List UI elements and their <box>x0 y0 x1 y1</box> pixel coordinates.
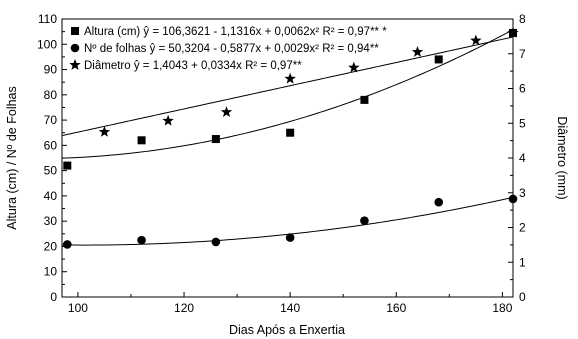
fit-curve-star <box>61 36 514 137</box>
data-point-star <box>348 61 360 73</box>
y-tick-label: 50 <box>44 164 58 178</box>
data-point-square <box>286 128 295 137</box>
y2-axis-title: Diâmetro (mm) <box>555 116 569 199</box>
data-point-star <box>411 46 424 57</box>
y2-tick-label: 7 <box>519 47 526 61</box>
data-point-circle <box>360 216 369 225</box>
y2-tick-label: 1 <box>519 255 526 269</box>
data-point-circle <box>285 233 295 242</box>
data-point-circle <box>434 197 444 207</box>
data-point-circle <box>63 240 72 249</box>
y-tick-label: 20 <box>44 239 58 253</box>
y2-tick-label: 0 <box>519 290 526 304</box>
legend-entry-label: Altura (cm) ŷ = 106,3621 - 1,1316x + 0,0… <box>84 26 387 38</box>
data-point-star <box>284 72 296 84</box>
data-point-circle <box>137 235 146 245</box>
y-tick-label: 30 <box>44 214 58 228</box>
data-point-square <box>360 95 369 104</box>
legend-entry-label: Nº de folhas ŷ = 50,3204 - 0,5877x + 0,0… <box>84 43 379 55</box>
y2-tick-label: 2 <box>519 221 526 235</box>
y2-tick-label: 8 <box>519 12 526 26</box>
data-point-star <box>470 34 482 46</box>
series-layer <box>61 26 519 249</box>
x-tick-label: 140 <box>280 301 300 315</box>
legend-marker-star <box>69 59 81 70</box>
y-tick-label: 80 <box>44 88 58 102</box>
y-tick-label: 100 <box>37 37 57 51</box>
ticks-layer: 100 120 140 160 1800102030405060708090100110… <box>37 12 526 315</box>
x-tick-label: 120 <box>174 301 194 315</box>
y2-tick-label: 6 <box>519 82 526 96</box>
y-tick-label: 0 <box>50 290 57 304</box>
y2-tick-label: 5 <box>519 116 526 130</box>
y2-tick-label: 3 <box>519 186 526 200</box>
data-point-square <box>211 135 220 144</box>
fit-curve-square <box>61 29 514 159</box>
y-axis-title: Altura (cm) / Nº de Folhas <box>5 86 19 230</box>
y-tick-label: 70 <box>44 113 58 127</box>
y-tick-label: 40 <box>44 189 58 203</box>
legend-entry-label: Diâmetro ŷ = 1,4043 + 0,0334x R² = 0,97*… <box>84 60 302 72</box>
data-point-square <box>434 55 443 64</box>
legend-marker-circle <box>70 43 80 53</box>
y-tick-label: 10 <box>44 265 58 279</box>
legend-marker-square <box>71 27 79 35</box>
data-point-star <box>220 106 233 117</box>
data-point-square <box>137 136 146 145</box>
x-tick-label: 100 <box>68 301 88 315</box>
y-tick-label: 90 <box>44 63 58 77</box>
legend: Altura (cm) ŷ = 106,3621 - 1,1316x + 0,0… <box>69 26 387 72</box>
y2-tick-label: 4 <box>519 151 526 165</box>
x-tick-label: 180 <box>492 301 512 315</box>
data-point-circle <box>211 237 221 247</box>
x-axis-title: Dias Após a Enxertia <box>229 323 345 337</box>
data-point-star <box>98 125 111 137</box>
data-point-star <box>162 114 174 126</box>
x-tick-label: 160 <box>386 301 406 315</box>
y-tick-label: 110 <box>38 12 57 26</box>
y-tick-label: 60 <box>44 138 58 152</box>
data-point-square <box>63 161 72 170</box>
